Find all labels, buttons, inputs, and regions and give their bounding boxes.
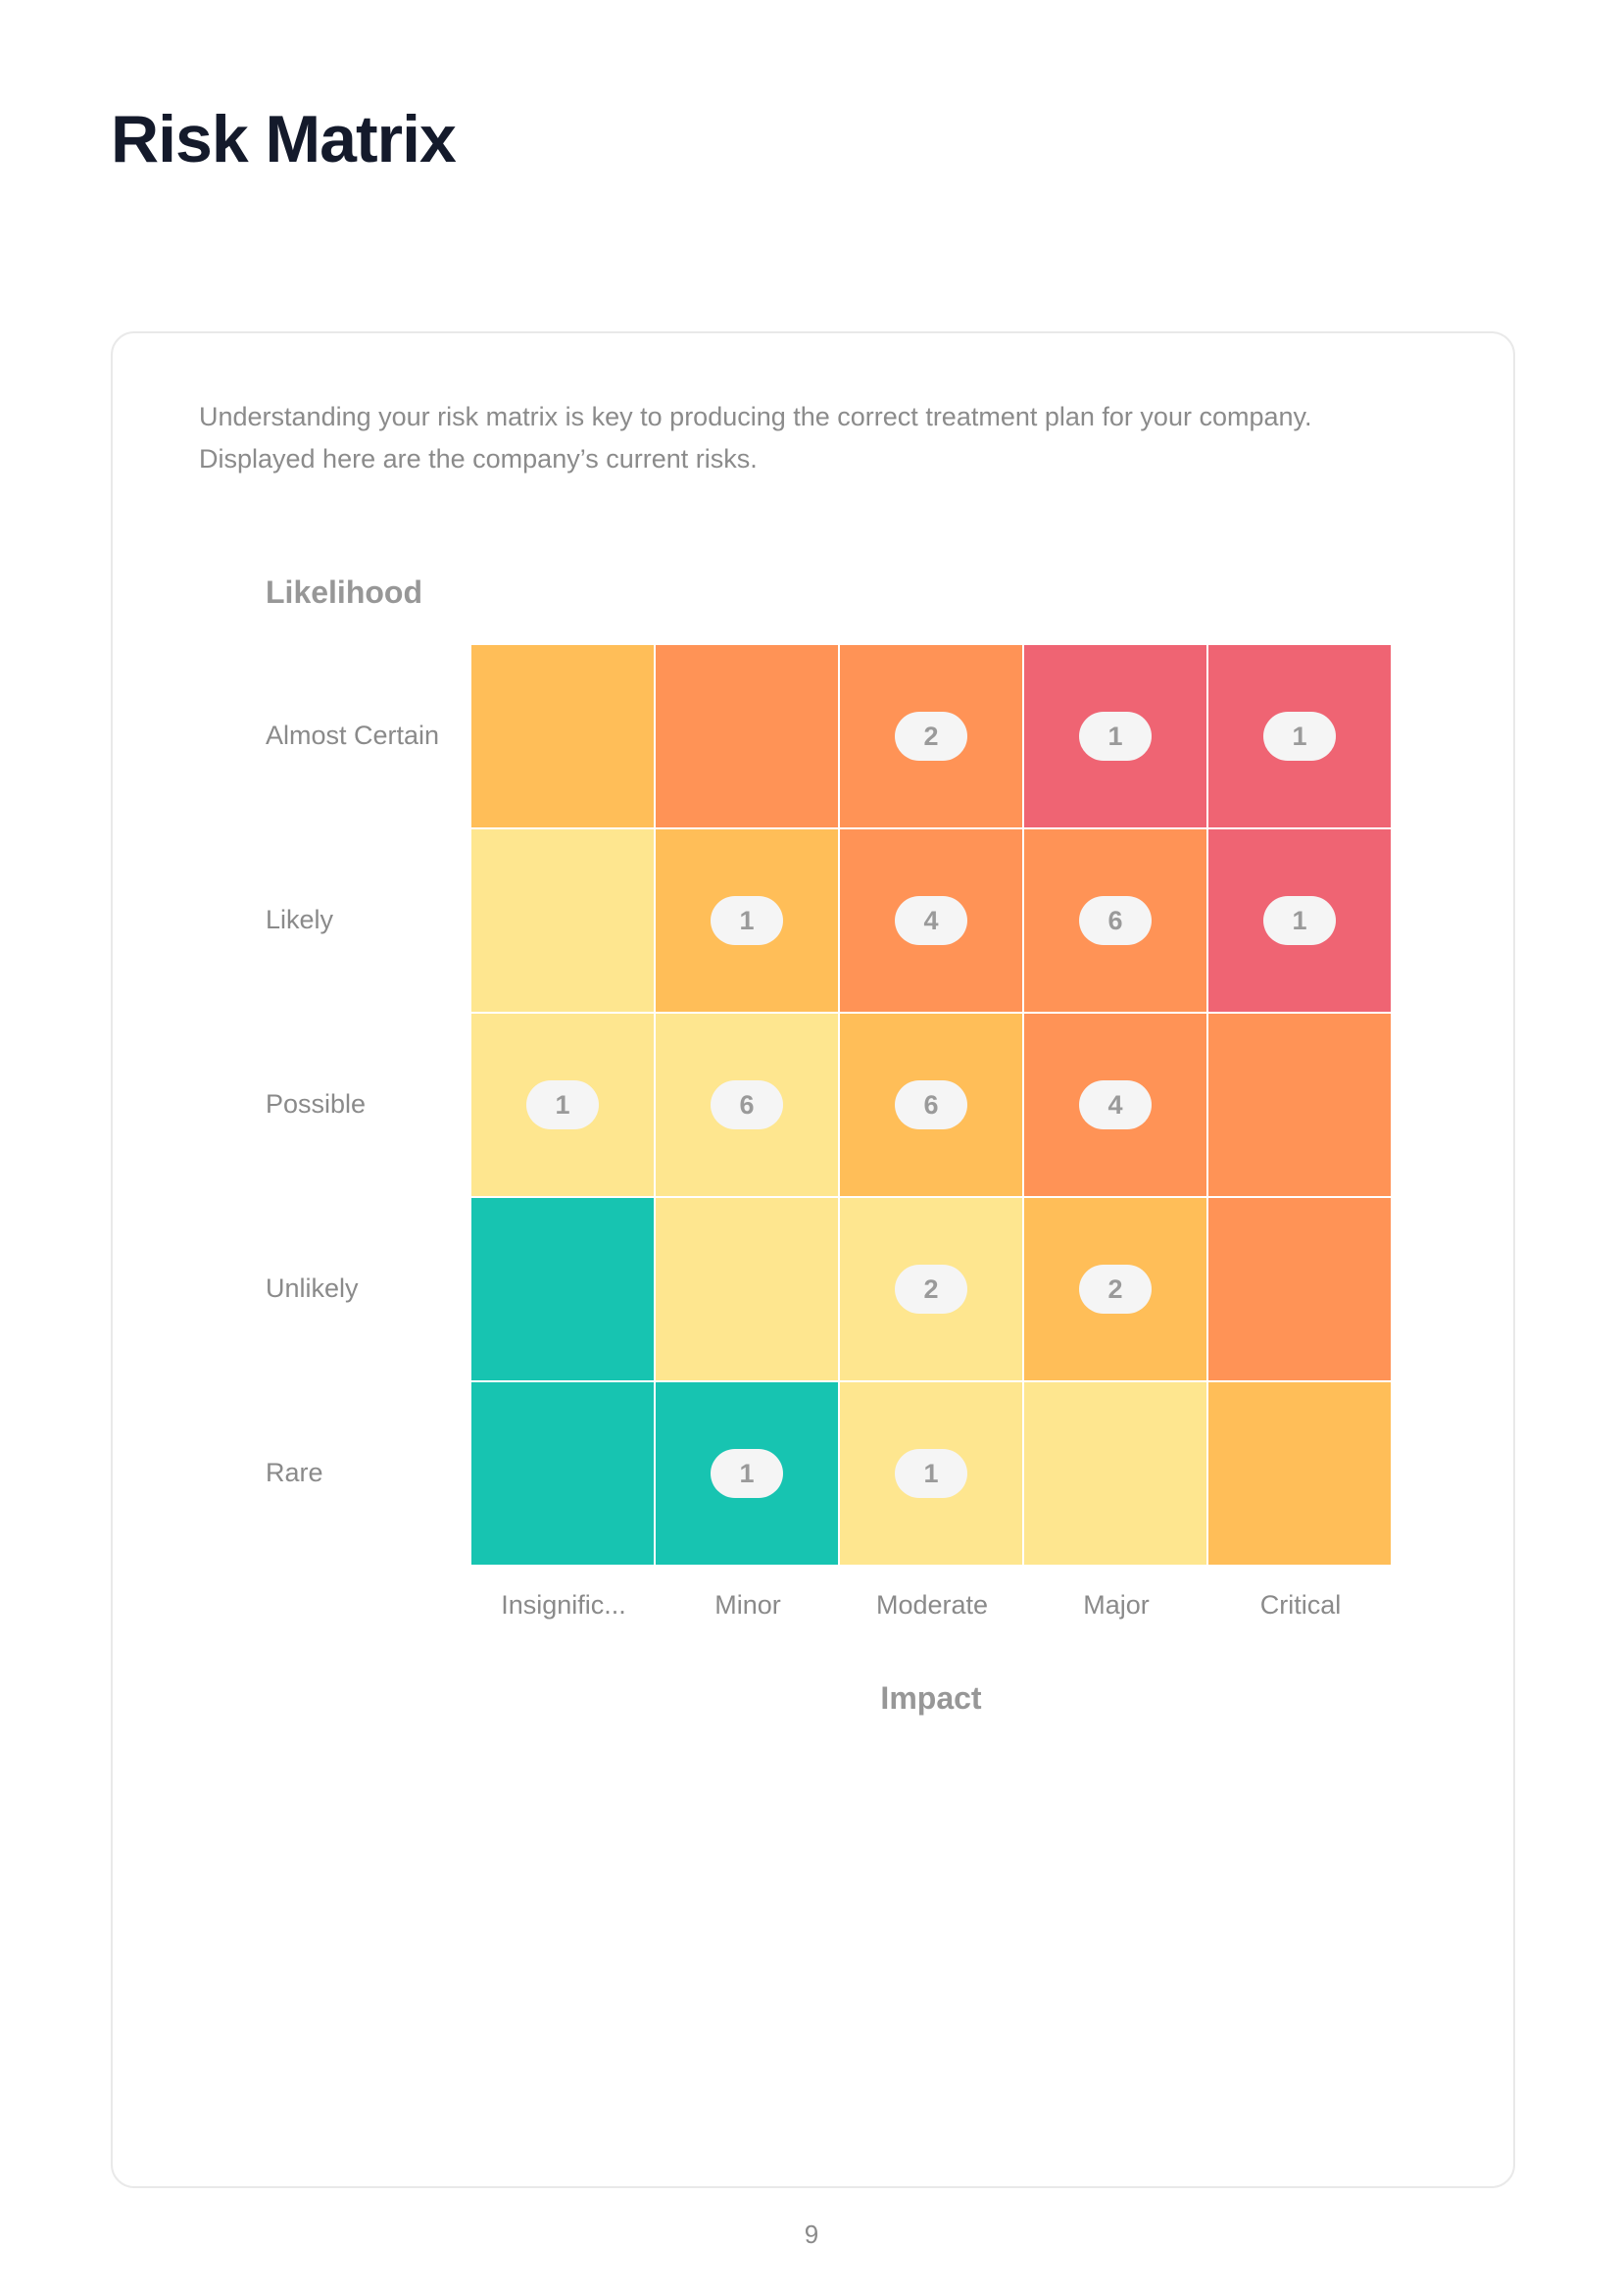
matrix-cell[interactable] bbox=[471, 645, 654, 827]
page-title: Risk Matrix bbox=[111, 102, 457, 176]
likelihood-row-label: Possible bbox=[266, 1089, 367, 1119]
matrix-cell[interactable]: 1 bbox=[471, 1014, 654, 1196]
matrix-cell[interactable] bbox=[1208, 1198, 1391, 1380]
matrix-cell[interactable] bbox=[656, 645, 838, 827]
impact-column-label: Moderate bbox=[875, 1590, 989, 1620]
matrix-cell[interactable] bbox=[471, 1382, 654, 1565]
risk-count-badge[interactable]: 1 bbox=[526, 1080, 599, 1129]
intro-line: Displayed here are the company’s current… bbox=[199, 444, 758, 474]
likelihood-row-label: Likely bbox=[266, 905, 334, 934]
matrix-cell[interactable]: 1 bbox=[840, 1382, 1022, 1565]
matrix-cell[interactable]: 2 bbox=[840, 1198, 1022, 1380]
matrix-cell[interactable]: 1 bbox=[1208, 645, 1391, 827]
impact-column-label: Minor bbox=[714, 1590, 781, 1620]
risk-count-badge[interactable]: 2 bbox=[895, 712, 967, 761]
risk-count-badge[interactable]: 6 bbox=[711, 1080, 783, 1129]
matrix-cell[interactable]: 4 bbox=[1024, 1014, 1206, 1196]
matrix-cell[interactable]: 6 bbox=[840, 1014, 1022, 1196]
likelihood-row-label: Rare bbox=[266, 1458, 323, 1487]
impact-column-label: Insignific... bbox=[501, 1590, 626, 1620]
matrix-cell[interactable]: 4 bbox=[840, 829, 1022, 1012]
intro-text: Understanding your risk matrix is key to… bbox=[199, 396, 1453, 480]
page-number: 9 bbox=[804, 2220, 819, 2249]
likelihood-row-label: Almost Certain bbox=[266, 721, 440, 750]
risk-count-badge[interactable]: 4 bbox=[895, 896, 967, 945]
matrix-cell[interactable]: 1 bbox=[656, 829, 838, 1012]
risk-matrix-grid: 2 1 1 1 4 6 1 1 6 6 4 2 2 1 1 bbox=[471, 645, 1391, 1565]
risk-count-badge[interactable]: 1 bbox=[895, 1449, 967, 1498]
matrix-cell[interactable]: 6 bbox=[656, 1014, 838, 1196]
risk-count-badge[interactable]: 1 bbox=[711, 1449, 783, 1498]
risk-count-badge[interactable]: 6 bbox=[1079, 896, 1152, 945]
intro-line: Understanding your risk matrix is key to… bbox=[199, 402, 1312, 431]
risk-count-badge[interactable]: 2 bbox=[1079, 1265, 1152, 1314]
impact-column-label: Critical bbox=[1259, 1590, 1342, 1620]
risk-matrix-card: Understanding your risk matrix is key to… bbox=[111, 331, 1515, 2188]
risk-count-badge[interactable]: 4 bbox=[1079, 1080, 1152, 1129]
matrix-cell[interactable]: 1 bbox=[656, 1382, 838, 1565]
matrix-cell[interactable]: 6 bbox=[1024, 829, 1206, 1012]
matrix-cell[interactable] bbox=[471, 829, 654, 1012]
matrix-cell[interactable]: 2 bbox=[1024, 1198, 1206, 1380]
risk-count-badge[interactable]: 1 bbox=[1263, 896, 1336, 945]
matrix-cell[interactable] bbox=[656, 1198, 838, 1380]
matrix-cell[interactable] bbox=[1208, 1014, 1391, 1196]
matrix-cell[interactable]: 1 bbox=[1024, 645, 1206, 827]
impact-column-label: Major bbox=[1083, 1590, 1150, 1620]
impact-axis-title: Impact bbox=[880, 1680, 982, 1716]
matrix-cell[interactable]: 1 bbox=[1208, 829, 1391, 1012]
matrix-cell[interactable]: 2 bbox=[840, 645, 1022, 827]
risk-count-badge[interactable]: 1 bbox=[711, 896, 783, 945]
risk-count-badge[interactable]: 6 bbox=[895, 1080, 967, 1129]
risk-count-badge[interactable]: 1 bbox=[1263, 712, 1336, 761]
likelihood-row-label: Unlikely bbox=[266, 1273, 359, 1303]
matrix-cell[interactable] bbox=[471, 1198, 654, 1380]
risk-count-badge[interactable]: 2 bbox=[895, 1265, 967, 1314]
matrix-cell[interactable] bbox=[1024, 1382, 1206, 1565]
matrix-cell[interactable] bbox=[1208, 1382, 1391, 1565]
risk-count-badge[interactable]: 1 bbox=[1079, 712, 1152, 761]
likelihood-axis-title: Likelihood bbox=[266, 574, 422, 610]
